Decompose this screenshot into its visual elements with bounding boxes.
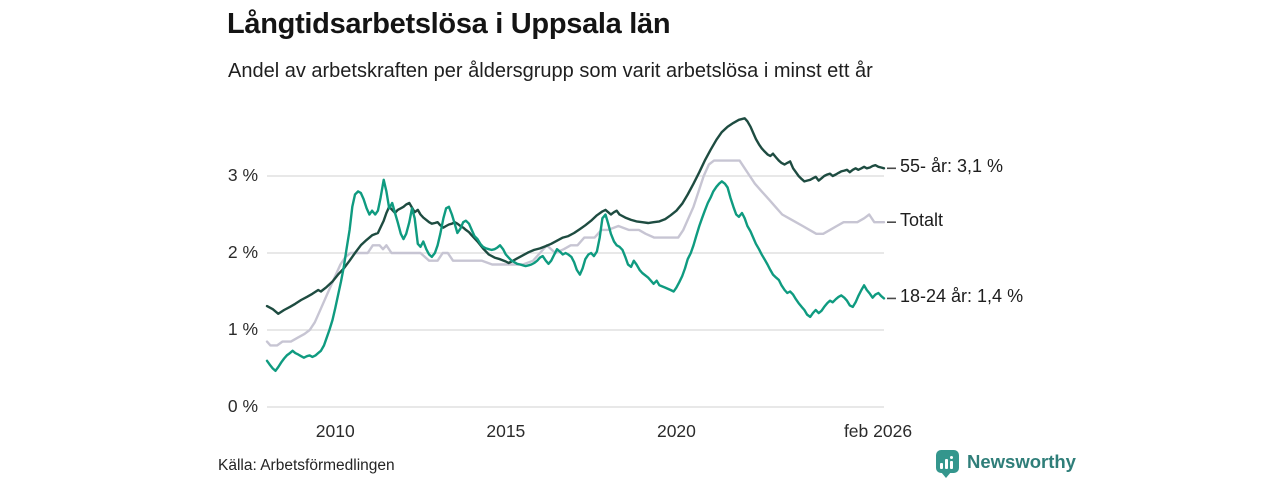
brand-wordmark: Newsworthy [967,450,1076,472]
series-line-Totalt [265,159,886,347]
series-lines [265,117,886,372]
y-axis-label: 0 % [227,396,258,416]
y-axis-label: 2 % [227,242,258,262]
x-axis-label: feb 2026 [843,421,913,441]
page-subtitle: Andel av arbetskraften per åldersgrupp s… [228,60,873,82]
newsworthy-logo: Newsworthy [936,450,1076,478]
series-end-label-18-24r: 18-24 år: 1,4 % [900,286,1024,307]
y-axis-label: 1 % [227,319,258,339]
series-end-label-55-r: 55- år: 3,1 % [900,156,1004,177]
series-label-ticks [887,167,896,300]
x-axis-label: 2015 [486,421,526,441]
series-line-55-r [265,117,886,315]
series-end-label-Totalt: Totalt [900,210,944,231]
series-line-18-24r [265,178,886,372]
x-axis-label: 2020 [656,421,696,441]
x-axis-label: 2010 [315,421,355,441]
source-note: Källa: Arbetsförmedlingen [218,457,395,474]
page-title: Långtidsarbetslösa i Uppsala län [227,8,671,40]
bar-chart-bubble-icon [936,450,959,478]
y-axis-label: 3 % [227,165,258,185]
gridlines [267,175,884,408]
